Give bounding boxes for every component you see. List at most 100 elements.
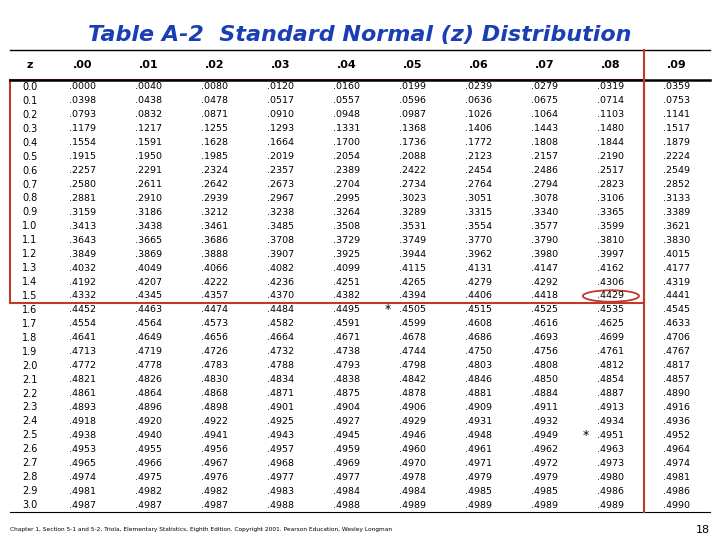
- Text: .2794: .2794: [531, 180, 559, 189]
- Text: 0.2: 0.2: [22, 110, 37, 120]
- Text: .1915: .1915: [69, 152, 96, 161]
- Text: .1179: .1179: [69, 124, 96, 133]
- Text: .0910: .0910: [267, 110, 294, 119]
- Text: .0517: .0517: [267, 97, 294, 105]
- Text: .4846: .4846: [465, 375, 492, 384]
- Text: .4429: .4429: [598, 292, 624, 300]
- Text: .4975: .4975: [135, 472, 162, 482]
- Text: .4988: .4988: [333, 501, 360, 510]
- Text: .4969: .4969: [333, 458, 360, 468]
- Text: *: *: [384, 303, 391, 316]
- Text: .0120: .0120: [267, 83, 294, 91]
- Text: .4984: .4984: [333, 487, 360, 496]
- Text: .0000: .0000: [69, 83, 96, 91]
- Text: .4964: .4964: [664, 445, 690, 454]
- Text: .4573: .4573: [201, 319, 228, 328]
- Text: .1664: .1664: [267, 138, 294, 147]
- Text: .0753: .0753: [663, 97, 690, 105]
- Text: .4049: .4049: [135, 264, 162, 273]
- Text: 2.5: 2.5: [22, 430, 37, 440]
- Text: 1.6: 1.6: [22, 305, 37, 315]
- Text: .4981: .4981: [69, 487, 96, 496]
- Text: .2123: .2123: [465, 152, 492, 161]
- Text: .4641: .4641: [69, 333, 96, 342]
- Text: .1808: .1808: [531, 138, 559, 147]
- Text: .4452: .4452: [69, 306, 96, 314]
- Text: .1844: .1844: [598, 138, 624, 147]
- Text: .4878: .4878: [400, 389, 426, 398]
- Text: .2157: .2157: [531, 152, 559, 161]
- Text: .3238: .3238: [267, 208, 294, 217]
- Text: .4625: .4625: [598, 319, 624, 328]
- Text: .1736: .1736: [400, 138, 426, 147]
- Text: .4989: .4989: [531, 501, 559, 510]
- Text: .4066: .4066: [201, 264, 228, 273]
- Text: .3413: .3413: [69, 222, 96, 231]
- Text: .3749: .3749: [400, 236, 426, 245]
- Text: .3790: .3790: [531, 236, 559, 245]
- Text: .2967: .2967: [267, 194, 294, 203]
- Text: .3023: .3023: [399, 194, 426, 203]
- Text: .4974: .4974: [664, 458, 690, 468]
- Text: .1103: .1103: [598, 110, 624, 119]
- Text: .2224: .2224: [664, 152, 690, 161]
- Text: .4980: .4980: [598, 472, 624, 482]
- Text: .4967: .4967: [201, 458, 228, 468]
- Text: .4633: .4633: [663, 319, 690, 328]
- Text: .4864: .4864: [135, 389, 162, 398]
- Text: .0871: .0871: [201, 110, 228, 119]
- Text: .1368: .1368: [400, 124, 426, 133]
- Text: .4946: .4946: [400, 431, 426, 440]
- Text: .4922: .4922: [201, 417, 228, 426]
- Text: .3133: .3133: [663, 194, 690, 203]
- Text: 18: 18: [696, 525, 710, 535]
- Text: .4767: .4767: [664, 347, 690, 356]
- Text: .4616: .4616: [531, 319, 559, 328]
- Text: .4934: .4934: [598, 417, 624, 426]
- Text: .4834: .4834: [267, 375, 294, 384]
- Text: .4982: .4982: [135, 487, 162, 496]
- Text: .4564: .4564: [135, 319, 162, 328]
- Text: .4929: .4929: [400, 417, 426, 426]
- Text: .4938: .4938: [69, 431, 96, 440]
- Text: .3531: .3531: [399, 222, 426, 231]
- Text: .3888: .3888: [201, 249, 228, 259]
- Text: .1985: .1985: [201, 152, 228, 161]
- Text: .4857: .4857: [664, 375, 690, 384]
- Text: .4131: .4131: [465, 264, 492, 273]
- Text: .1443: .1443: [531, 124, 559, 133]
- Text: .3106: .3106: [598, 194, 624, 203]
- Bar: [10, 80, 644, 303]
- Text: .4750: .4750: [465, 347, 492, 356]
- Text: .3810: .3810: [598, 236, 624, 245]
- Text: .4495: .4495: [333, 306, 360, 314]
- Text: .4474: .4474: [201, 306, 228, 314]
- Text: 1.1: 1.1: [22, 235, 37, 245]
- Text: .4382: .4382: [333, 292, 360, 300]
- Text: .4979: .4979: [465, 472, 492, 482]
- Text: .2580: .2580: [69, 180, 96, 189]
- Text: .4925: .4925: [267, 417, 294, 426]
- Text: .4838: .4838: [333, 375, 360, 384]
- Text: .4963: .4963: [598, 445, 624, 454]
- Text: .4686: .4686: [465, 333, 492, 342]
- Text: .4177: .4177: [664, 264, 690, 273]
- Text: .3051: .3051: [465, 194, 492, 203]
- Text: .0319: .0319: [598, 83, 624, 91]
- Text: .3944: .3944: [400, 249, 426, 259]
- Text: .2704: .2704: [333, 180, 360, 189]
- Text: .2454: .2454: [465, 166, 492, 175]
- Text: 0.4: 0.4: [22, 138, 37, 148]
- Text: .4952: .4952: [664, 431, 690, 440]
- Text: .4987: .4987: [69, 501, 96, 510]
- Text: .0359: .0359: [663, 83, 690, 91]
- Text: .1517: .1517: [664, 124, 690, 133]
- Text: .4649: .4649: [135, 333, 162, 342]
- Text: .4394: .4394: [400, 292, 426, 300]
- Text: .2764: .2764: [465, 180, 492, 189]
- Text: 1.4: 1.4: [22, 277, 37, 287]
- Text: .2549: .2549: [664, 166, 690, 175]
- Text: .1950: .1950: [135, 152, 162, 161]
- Text: .4744: .4744: [400, 347, 426, 356]
- Text: 0.9: 0.9: [22, 207, 37, 218]
